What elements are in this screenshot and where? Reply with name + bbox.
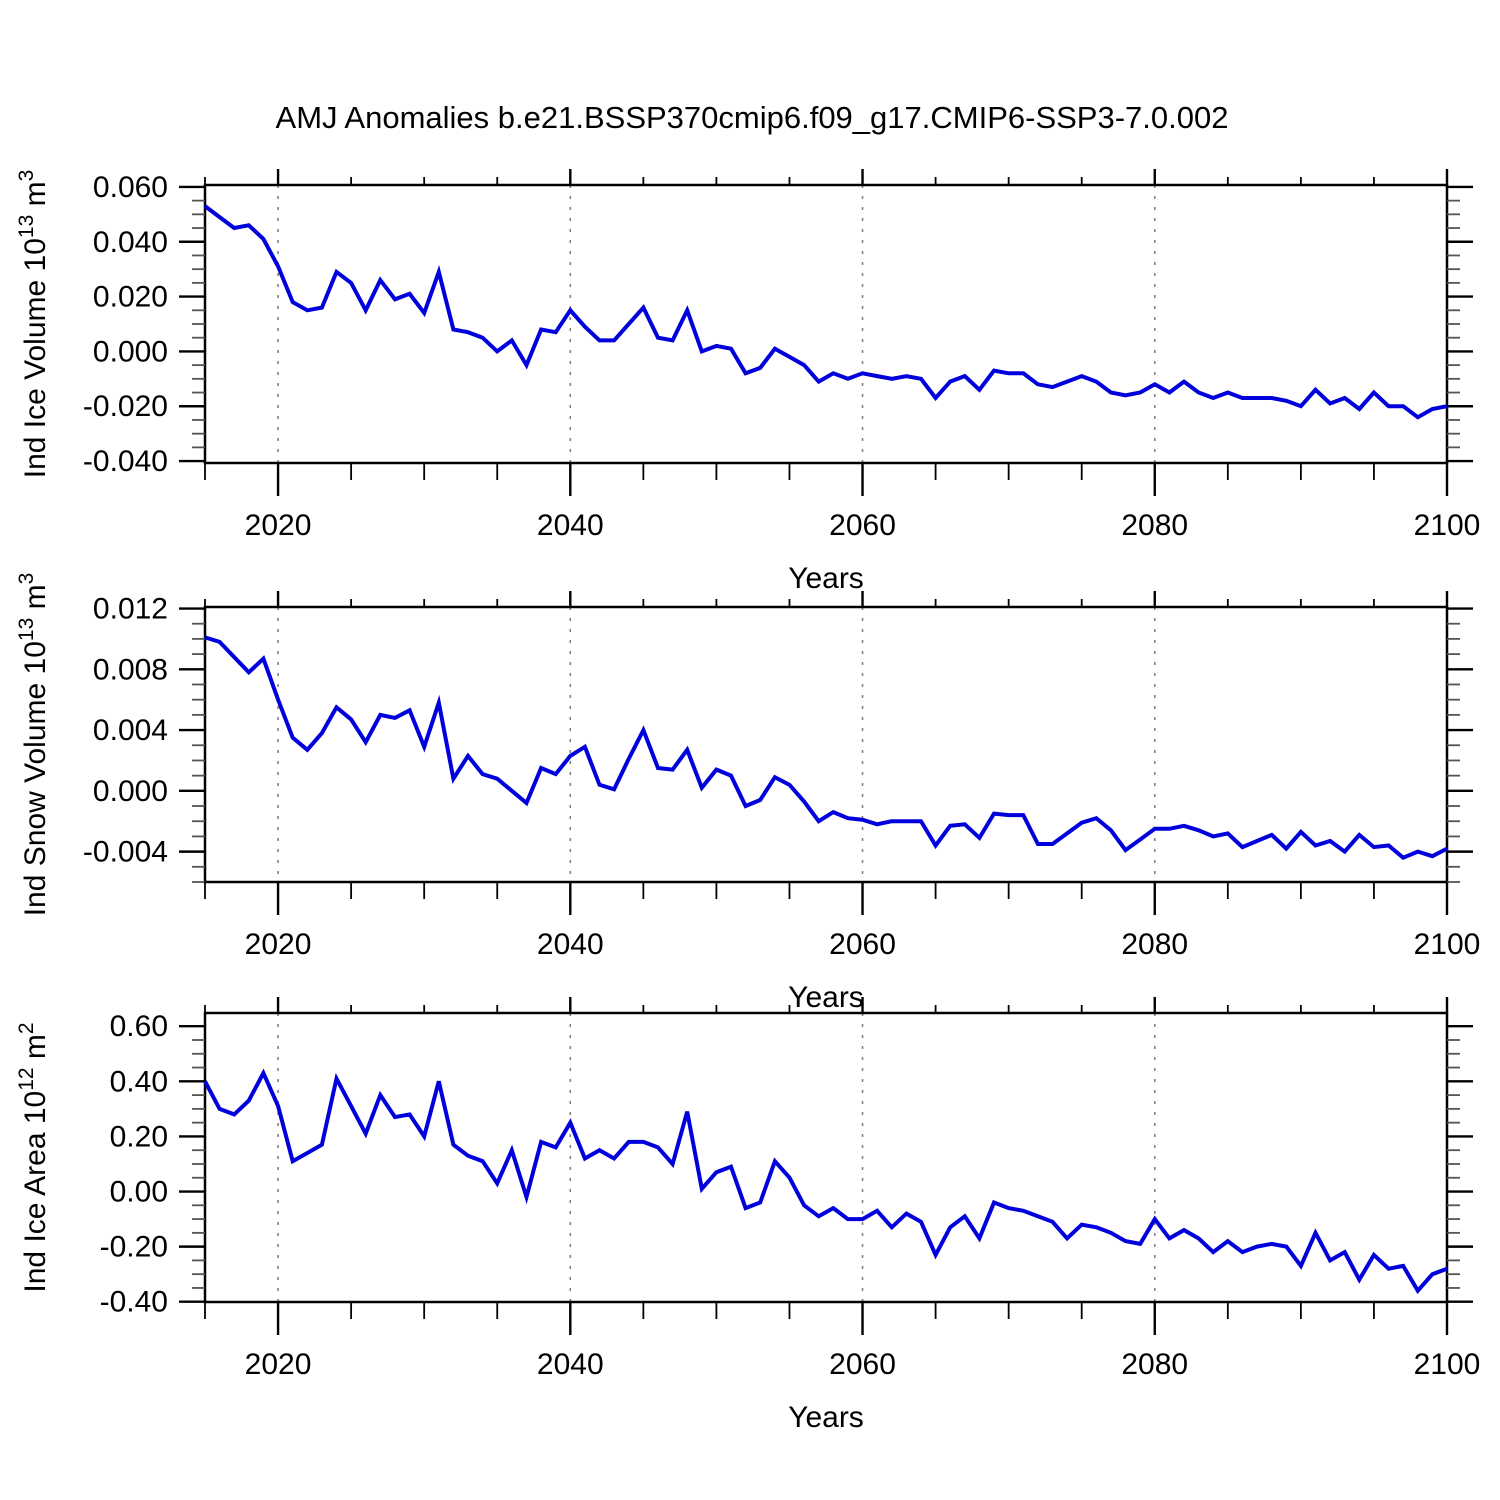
x-tick-label: 2020 <box>245 928 312 961</box>
x-axis-title: Years <box>788 981 864 1014</box>
y-tick-label: 0.000 <box>93 335 168 368</box>
x-axis-title: Years <box>788 1401 864 1434</box>
x-tick-label: 2100 <box>1414 928 1481 961</box>
y-tick-label: 0.004 <box>93 714 168 747</box>
chart-title: AMJ Anomalies b.e21.BSSP370cmip6.f09_g17… <box>276 100 1229 135</box>
x-tick-label: 2080 <box>1121 509 1188 542</box>
x-tick-label: 2080 <box>1121 1348 1188 1381</box>
x-tick-label: 2040 <box>537 509 604 542</box>
y-axis-title: Ind Ice Area 1012 m2 <box>15 1022 52 1292</box>
series-ice-area <box>203 1068 1448 1295</box>
x-axis-title: Years <box>788 562 864 595</box>
y-tick-label: 0.040 <box>93 226 168 259</box>
y-tick-label: 0.00 <box>110 1176 168 1209</box>
x-tick-label: 2020 <box>245 509 312 542</box>
y-tick-label: 0.020 <box>93 281 168 314</box>
y-tick-label: 0.012 <box>93 593 168 626</box>
y-axis-title: Ind Ice Volume 1013 m3 <box>15 170 52 479</box>
y-tick-label: -0.040 <box>83 445 168 478</box>
x-tick-label: 2020 <box>245 1348 312 1381</box>
series-ice-volume <box>203 204 1448 420</box>
panel-snow-volume: 0.012 0.008 0.004 0.000 -0.004 2020 2040 2060 20… <box>15 573 1480 1014</box>
panel-ice-area: 0.60 0.40 0.20 0.00 -0.20 -0.40 2020 2040 2060 20… <box>15 997 1480 1434</box>
y-tick-label: -0.20 <box>100 1231 168 1264</box>
x-tick-label: 2040 <box>537 1348 604 1381</box>
y-tick-label: -0.40 <box>100 1286 168 1319</box>
y-tick-label: 0.60 <box>110 1010 168 1043</box>
y-tick-label: 0.40 <box>110 1065 168 1098</box>
y-tick-label: 0.008 <box>93 653 168 686</box>
x-tick-label: 2040 <box>537 928 604 961</box>
x-tick-label: 2080 <box>1121 928 1188 961</box>
panel-ice-volume: 0.060 0.040 0.020 0.000 -0.020 -0.040 2020 2040… <box>15 169 1480 595</box>
x-tick-label: 2100 <box>1414 509 1481 542</box>
series-snow-volume <box>204 635 1448 861</box>
plot-frame <box>203 1011 1449 1304</box>
y-tick-label: -0.004 <box>83 836 168 869</box>
x-tick-label: 2060 <box>829 509 896 542</box>
x-tick-label: 2060 <box>829 928 896 961</box>
y-tick-label: -0.020 <box>83 390 168 423</box>
x-tick-label: 2060 <box>829 1348 896 1381</box>
y-axis-title: Ind Snow Volume 1013 m3 <box>15 573 52 917</box>
x-tick-label: 2100 <box>1414 1348 1481 1381</box>
y-tick-label: 0.20 <box>110 1120 168 1153</box>
y-tick-label: 0.060 <box>93 171 168 204</box>
y-tick-label: 0.000 <box>93 775 168 808</box>
plot-frame <box>203 183 1449 465</box>
